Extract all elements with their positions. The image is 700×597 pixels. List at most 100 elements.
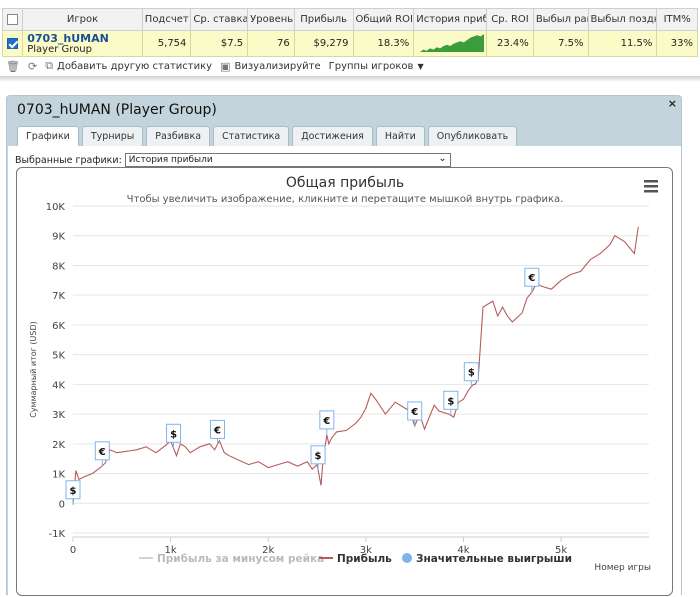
graph-select-value: История прибыли bbox=[128, 155, 213, 165]
sparkline-area bbox=[420, 34, 485, 52]
y-axis-label: Суммарный итог (USD) bbox=[29, 321, 38, 418]
profit-chart[interactable]: -1K 0 1K 2K 3K 4K 5K 6K 7K 8K 9K 10K 0 1k 2k 3k 4k 5k Обща… bbox=[17, 168, 674, 597]
column-header-player[interactable]: Игрок bbox=[22, 8, 143, 31]
flag-symbol: € bbox=[213, 425, 221, 436]
checkbox-icon[interactable] bbox=[7, 13, 19, 25]
flag-symbol: € bbox=[410, 407, 418, 418]
column-header-late-out[interactable]: Выбыл поздно bbox=[587, 8, 658, 31]
column-header-profit-history[interactable]: История прибыли bbox=[413, 8, 488, 31]
flag-symbol: $ bbox=[447, 396, 454, 407]
avg-stake-cell: $7.5 bbox=[190, 30, 249, 57]
y-tick-label: 7K bbox=[52, 291, 65, 302]
tab-tournaments[interactable]: Турниры bbox=[81, 126, 144, 146]
table-toolbar: 🗑 ⟳ ⧉ Добавить другую статистику ▣ Визуа… bbox=[6, 58, 424, 74]
player-panel: 0703_hUMAN (Player Group) × Графики Турн… bbox=[6, 95, 682, 596]
table-header-row: Игрок Подсчет Ср. ставка Уровень Прибыль… bbox=[1, 8, 698, 31]
player-groups-label: Группы игроков bbox=[328, 60, 414, 72]
big-win-flag[interactable]: € bbox=[94, 441, 110, 466]
player-cell[interactable]: 0703_hUMAN Player Group bbox=[22, 30, 143, 57]
divider bbox=[0, 76, 700, 82]
profit-cell: $9,279 bbox=[293, 30, 354, 57]
select-all-checkbox[interactable] bbox=[1, 8, 24, 31]
tab-statistics[interactable]: Статистика bbox=[213, 126, 290, 146]
column-header-count[interactable]: Подсчет bbox=[141, 8, 192, 31]
column-header-itm[interactable]: ITM% bbox=[656, 8, 698, 31]
table-row[interactable]: 0703_hUMAN Player Group 5,754 $7.5 76 $9… bbox=[1, 30, 698, 57]
profit-series-line bbox=[72, 226, 639, 505]
flag-symbol: $ bbox=[315, 451, 322, 462]
x-tick-label: 1k bbox=[165, 545, 177, 556]
big-win-flag[interactable]: € bbox=[209, 419, 225, 445]
legend-wins-marker bbox=[402, 553, 412, 563]
column-header-profit[interactable]: Прибыль bbox=[293, 8, 354, 31]
chart-container[interactable]: -1K 0 1K 2K 3K 4K 5K 6K 7K 8K 9K 10K 0 1k 2k 3k 4k 5k Обща… bbox=[16, 167, 673, 596]
y-tick-label: 6K bbox=[52, 321, 65, 332]
x-axis-label: Номер игры bbox=[594, 563, 651, 573]
legend-rake-label: Прибыль за минусом рейка bbox=[157, 553, 324, 565]
tab-graphs[interactable]: Графики bbox=[17, 126, 79, 147]
big-win-flag[interactable]: $ bbox=[310, 445, 326, 470]
chart-menu-icon[interactable] bbox=[644, 180, 658, 193]
player-type-label: Player Group bbox=[27, 43, 92, 55]
add-column-icon: ⧉ bbox=[45, 59, 54, 72]
caret-down-icon: ▼ bbox=[417, 61, 424, 71]
column-header-avg-roi[interactable]: Ср. ROI bbox=[486, 8, 534, 31]
x-tick-label: 0 bbox=[70, 545, 76, 556]
y-tick-label: 8K bbox=[52, 261, 65, 272]
tab-breakdown[interactable]: Разбивка bbox=[146, 126, 211, 146]
x-tick-label: 5k bbox=[555, 545, 567, 556]
big-win-flag[interactable]: € bbox=[524, 267, 540, 293]
checkbox-checked-icon[interactable] bbox=[7, 37, 19, 49]
count-cell: 5,754 bbox=[141, 30, 192, 57]
y-tick-label: 1K bbox=[52, 470, 65, 481]
y-tick-label: 2K bbox=[52, 440, 65, 451]
profit-sparkline bbox=[420, 34, 485, 52]
y-tick-label: 0 bbox=[59, 499, 65, 510]
y-tick-label: -1K bbox=[48, 529, 65, 540]
x-tick-label: 2k bbox=[262, 545, 274, 556]
tab-achievements[interactable]: Достижения bbox=[292, 126, 373, 146]
player-groups-dropdown[interactable]: Группы игроков ▼ bbox=[329, 61, 424, 72]
chevron-down-icon: ⌄ bbox=[438, 153, 447, 164]
panel-tabs: Графики Турниры Разбивка Статистика Дост… bbox=[17, 126, 518, 147]
player-name-link[interactable]: 0703_hUMAN bbox=[27, 31, 109, 45]
flag-symbol: € bbox=[322, 416, 330, 427]
legend-profit-label: Прибыль bbox=[337, 553, 392, 565]
column-header-early-out[interactable]: Выбыл рано bbox=[532, 8, 589, 31]
y-tick-label: 5K bbox=[52, 351, 65, 362]
flag-symbol: $ bbox=[468, 368, 475, 379]
big-win-flag[interactable]: $ bbox=[65, 480, 81, 505]
column-header-total-roi[interactable]: Общий ROI bbox=[352, 8, 415, 31]
flag-symbol: € bbox=[527, 273, 535, 284]
x-tick-label: 3k bbox=[360, 545, 372, 556]
trash-icon[interactable]: 🗑 bbox=[6, 59, 20, 73]
big-win-flag[interactable]: $ bbox=[166, 423, 182, 449]
row-checkbox[interactable] bbox=[1, 30, 24, 57]
late-out-cell: 11.5% bbox=[587, 30, 658, 57]
graph-select-label: Выбранные графики: bbox=[15, 154, 122, 166]
tab-publish[interactable]: Опубликовать bbox=[427, 126, 518, 146]
panel-body: Выбранные графики: История прибыли ⌄ -1K… bbox=[8, 146, 681, 596]
big-win-flag[interactable]: $ bbox=[443, 390, 459, 416]
big-win-flag[interactable]: € bbox=[407, 401, 423, 426]
graph-select-row: Выбранные графики: История прибыли ⌄ bbox=[15, 153, 451, 167]
profit-history-cell[interactable] bbox=[413, 30, 488, 57]
big-win-flag[interactable]: € bbox=[319, 410, 335, 435]
column-header-level[interactable]: Уровень bbox=[247, 8, 295, 31]
x-tick-label: 4k bbox=[457, 545, 469, 556]
early-out-cell: 7.5% bbox=[532, 30, 589, 57]
big-win-flag[interactable]: $ bbox=[463, 362, 479, 387]
visualize-label: Визуализируйте bbox=[234, 60, 321, 72]
chart-subtitle: Чтобы увеличить изображение, кликните и … bbox=[127, 194, 564, 205]
tab-find[interactable]: Найти bbox=[375, 126, 425, 146]
legend-wins-label: Значительные выигрыши bbox=[416, 553, 572, 565]
column-header-avg-stake[interactable]: Ср. ставка bbox=[190, 8, 249, 31]
add-stat-label: Добавить другую статистику bbox=[57, 60, 213, 72]
close-icon[interactable]: × bbox=[667, 97, 677, 110]
graph-select[interactable]: История прибыли ⌄ bbox=[124, 153, 451, 167]
level-cell: 76 bbox=[247, 30, 295, 57]
refresh-icon[interactable]: ⟳ bbox=[27, 59, 38, 73]
visualize-button[interactable]: ▣ Визуализируйте bbox=[220, 60, 321, 73]
flag-symbol: $ bbox=[170, 429, 177, 440]
add-stat-button[interactable]: ⧉ Добавить другую статистику bbox=[45, 59, 212, 73]
